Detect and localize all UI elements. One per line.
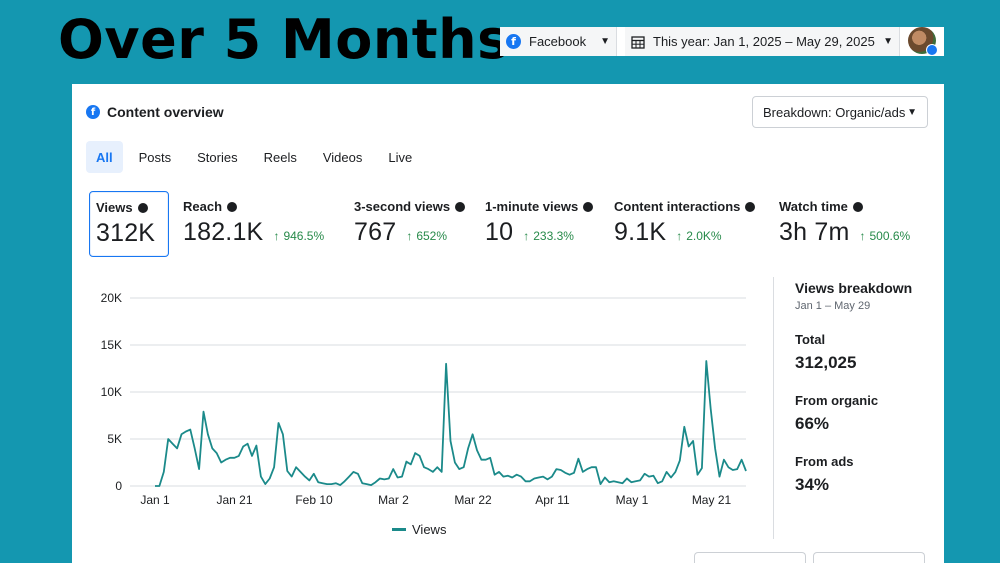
total-label: Total	[795, 332, 826, 347]
facebook-icon: f	[86, 105, 100, 119]
y-tick-label: 0	[115, 479, 122, 493]
metric-label: 3-second views	[354, 199, 451, 214]
platform-label: Facebook	[529, 34, 587, 49]
x-tick-label: Mar 22	[454, 493, 492, 507]
total-value: 312,025	[795, 353, 857, 372]
metric-delta: 2.0K%	[686, 229, 722, 243]
date-range-dropdown[interactable]: This year: Jan 1, 2025 – May 29, 2025 ▼	[625, 27, 900, 56]
legend-swatch	[392, 528, 406, 531]
arrow-up-icon: ↑	[676, 229, 683, 243]
y-tick-label: 10K	[101, 385, 122, 399]
x-tick-label: May 21	[692, 493, 732, 507]
caret-down-icon: ▼	[907, 106, 917, 118]
metric-label: 1-minute views	[485, 199, 579, 214]
y-tick-label: 20K	[101, 291, 122, 305]
metric-label: Content interactions	[614, 199, 741, 214]
headline: Over 5 Months	[58, 8, 510, 71]
content-tabs: All Posts Stories Reels Videos Live	[86, 141, 422, 173]
metric-content-interactions[interactable]: Content interactions 9.1K ↑ 2.0K%	[608, 191, 766, 257]
metric-views[interactable]: Views 312K	[89, 191, 169, 257]
metric-delta: 652%	[416, 229, 448, 243]
facebook-icon: f	[506, 34, 521, 49]
metric-label: Watch time	[779, 199, 848, 214]
metric-delta: 946.5%	[283, 229, 325, 243]
info-icon[interactable]	[455, 201, 466, 212]
organic-value: 66%	[795, 414, 830, 433]
ads-label: From ads	[795, 454, 854, 469]
breakdown-title: Views breakdown	[795, 280, 913, 296]
metric-reach[interactable]: Reach 182.1K ↑ 946.5%	[177, 191, 337, 257]
metrics-row: Views 312K Reach 182.1K ↑ 946.5% 3-second …	[89, 191, 934, 257]
arrow-up-icon: ↑	[273, 229, 280, 243]
ads-value: 34%	[795, 475, 830, 494]
x-tick-label: Jan 1	[140, 493, 170, 507]
x-tick-label: Apr 11	[535, 493, 570, 507]
x-tick-label: Feb 10	[295, 493, 333, 507]
metric-value: 3h 7m	[779, 218, 850, 246]
views-breakdown-panel: Views breakdown Jan 1 – May 29 Total 312…	[795, 280, 935, 495]
arrow-up-icon: ↑	[859, 229, 866, 243]
y-tick-label: 15K	[101, 338, 122, 352]
top-filter-bar: f Facebook ▼ This year: Jan 1, 2025 – Ma…	[500, 27, 944, 56]
info-icon[interactable]	[583, 201, 594, 212]
info-icon[interactable]	[852, 201, 863, 212]
x-tick-label: Jan 21	[216, 493, 252, 507]
y-tick-label: 5K	[107, 432, 122, 446]
series-line-views	[155, 360, 747, 487]
date-range-label: This year: Jan 1, 2025 – May 29, 2025	[653, 34, 875, 49]
metric-label: Views	[96, 200, 133, 215]
metric-value: 9.1K	[614, 218, 667, 246]
tab-all[interactable]: All	[86, 141, 123, 173]
divider	[773, 277, 774, 539]
card-title: Content overview	[107, 104, 224, 120]
breakdown-date-range: Jan 1 – May 29	[795, 300, 871, 312]
platform-dropdown[interactable]: f Facebook ▼	[500, 27, 617, 56]
tab-stories[interactable]: Stories	[197, 149, 238, 165]
account-avatar[interactable]	[908, 27, 938, 56]
info-icon[interactable]	[137, 202, 148, 213]
x-tick-label: Mar 2	[378, 493, 409, 507]
chart-svg: 0 5K 10K 15K 20K Jan 1 Jan 21 Feb 10 Mar 2 Mar 22…	[101, 291, 747, 507]
metric-value: 10	[485, 218, 514, 246]
metric-label: Reach	[183, 199, 223, 214]
metric-value: 182.1K	[183, 218, 264, 246]
tab-videos[interactable]: Videos	[322, 149, 363, 165]
caret-down-icon: ▼	[883, 36, 893, 47]
metric-1-minute-views[interactable]: 1-minute views 10 ↑ 233.3%	[479, 191, 604, 257]
views-line-chart: 0 5K 10K 15K 20K Jan 1 Jan 21 Feb 10 Mar 2 Mar 22…	[72, 276, 752, 556]
breakdown-dropdown[interactable]: Breakdown: Organic/ads ▼	[752, 96, 928, 128]
arrow-up-icon: ↑	[523, 229, 530, 243]
metric-value: 767	[354, 218, 397, 246]
tab-live[interactable]: Live	[388, 149, 413, 165]
organic-label: From organic	[795, 393, 879, 408]
legend-label: Views	[412, 522, 447, 537]
chart-legend: Views	[392, 522, 446, 537]
tab-posts[interactable]: Posts	[138, 149, 172, 165]
metric-3-second-views[interactable]: 3-second views 767 ↑ 652%	[348, 191, 473, 257]
caret-down-icon: ▼	[600, 36, 610, 47]
facebook-badge-icon	[926, 44, 938, 56]
footer-button[interactable]	[813, 552, 925, 563]
tab-reels[interactable]: Reels	[263, 149, 297, 165]
x-tick-label: May 1	[616, 493, 649, 507]
content-overview-card: f Content overview Breakdown: Organic/ad…	[72, 84, 944, 563]
card-header: f Content overview	[86, 104, 224, 120]
arrow-up-icon: ↑	[406, 229, 413, 243]
breakdown-label: Breakdown: Organic/ads	[763, 104, 906, 120]
metric-delta: 233.3%	[533, 229, 574, 243]
metric-value: 312K	[96, 219, 156, 247]
metric-delta: 500.6%	[869, 229, 911, 243]
info-icon[interactable]	[745, 201, 756, 212]
footer-button[interactable]	[694, 552, 806, 563]
calendar-icon	[631, 35, 645, 49]
metric-watch-time[interactable]: Watch time 3h 7m ↑ 500.6%	[773, 191, 933, 257]
info-icon[interactable]	[227, 201, 238, 212]
